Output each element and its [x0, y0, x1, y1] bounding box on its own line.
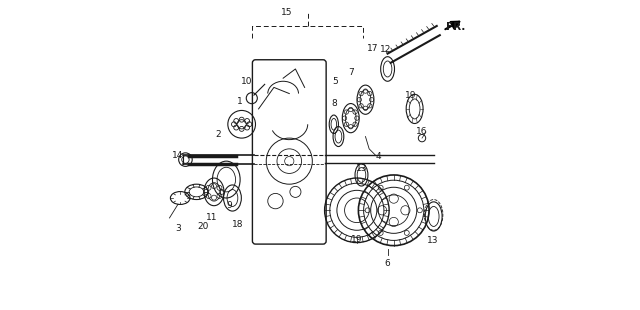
Text: 2: 2: [215, 130, 221, 139]
Text: 5: 5: [332, 77, 338, 86]
Text: 10: 10: [241, 78, 253, 86]
Text: 8: 8: [332, 99, 338, 108]
Text: 9: 9: [227, 201, 232, 210]
Text: 1: 1: [237, 97, 243, 106]
Text: 17: 17: [367, 44, 379, 53]
Text: 4: 4: [376, 152, 381, 161]
Text: 19: 19: [351, 235, 362, 244]
Text: 6: 6: [385, 259, 390, 268]
Text: 13: 13: [428, 236, 439, 245]
Text: 11: 11: [206, 213, 218, 222]
Text: 18: 18: [232, 219, 243, 229]
Text: 3: 3: [175, 224, 181, 232]
Text: 14: 14: [172, 151, 184, 160]
Text: 7: 7: [348, 68, 353, 77]
Text: 13: 13: [356, 164, 367, 173]
Text: FR.: FR.: [446, 22, 465, 32]
Text: 16: 16: [416, 126, 428, 135]
Text: 20: 20: [197, 222, 209, 231]
Text: 19: 19: [405, 91, 417, 100]
Text: 12: 12: [380, 45, 392, 54]
Text: 15: 15: [280, 8, 292, 17]
